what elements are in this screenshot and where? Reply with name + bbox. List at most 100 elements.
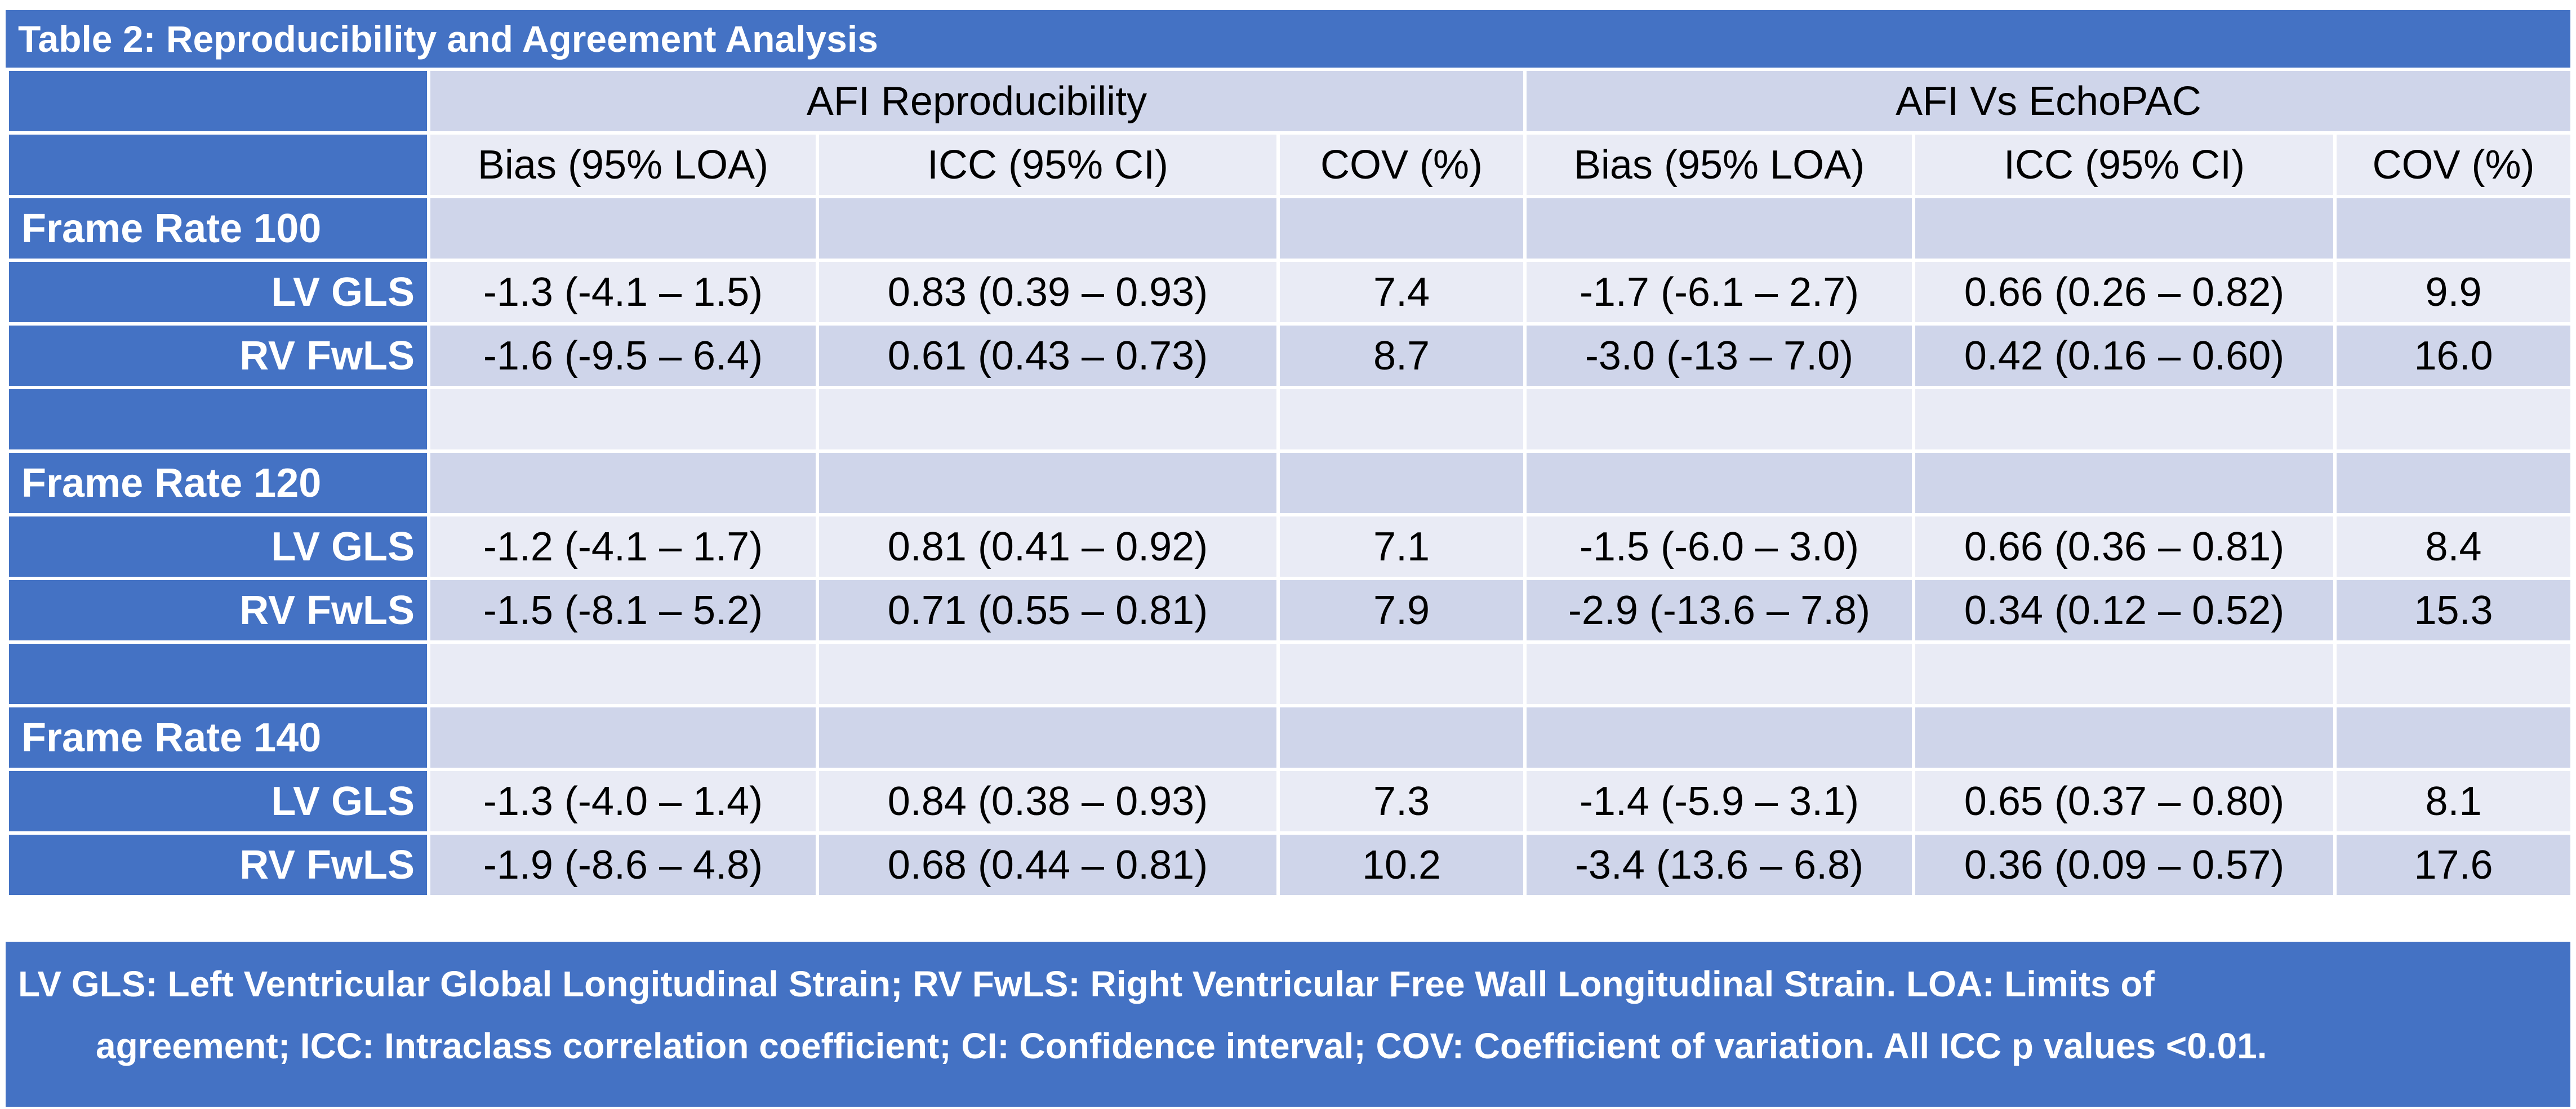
table-cell: 16.0: [2333, 322, 2574, 389]
table-cell: 0.34 (0.12 – 0.52): [1912, 577, 2337, 644]
empty-cell: [2333, 704, 2574, 771]
empty-cell: [2333, 386, 2574, 453]
group-header-row: AFI Reproducibility AFI Vs EchoPAC: [6, 68, 2574, 135]
table-cell: 10.2: [1276, 831, 1527, 898]
table-row: RV FwLS -1.9 (-8.6 – 4.8) 0.68 (0.44 – 0…: [6, 831, 2574, 898]
section-header-row: Frame Rate 140: [6, 704, 2574, 771]
table-cell: 8.7: [1276, 322, 1527, 389]
empty-cell: [1276, 640, 1527, 707]
empty-cell: [816, 704, 1280, 771]
empty-cell: [1276, 386, 1527, 453]
spacer-row: [6, 640, 2574, 707]
table-cell: -3.4 (13.6 – 6.8): [1523, 831, 1916, 898]
empty-cell: [427, 195, 819, 262]
column-header: Bias (95% LOA): [1523, 131, 1916, 198]
table-cell: -1.5 (-8.1 – 5.2): [427, 577, 819, 644]
table-row: LV GLS -1.3 (-4.1 – 1.5) 0.83 (0.39 – 0.…: [6, 259, 2574, 326]
table-row: LV GLS -1.3 (-4.0 – 1.4) 0.84 (0.38 – 0.…: [6, 768, 2574, 835]
footnote-line-1: LV GLS: Left Ventricular Global Longitud…: [18, 964, 2155, 1004]
table-cell: 0.68 (0.44 – 0.81): [816, 831, 1280, 898]
spacer-row: [6, 386, 2574, 453]
empty-cell: [1912, 195, 2337, 262]
empty-cell: [1912, 449, 2337, 516]
table-cell: 0.81 (0.41 – 0.92): [816, 513, 1280, 580]
table-cell: 8.4: [2333, 513, 2574, 580]
section-header-row: Frame Rate 120: [6, 449, 2574, 516]
empty-cell: [1912, 640, 2337, 707]
empty-cell: [1276, 704, 1527, 771]
table-cell: -1.3 (-4.1 – 1.5): [427, 259, 819, 326]
empty-cell: [427, 640, 819, 707]
table-cell: 0.42 (0.16 – 0.60): [1912, 322, 2337, 389]
results-table: AFI Reproducibility AFI Vs EchoPAC Bias …: [6, 68, 2574, 898]
table-footnote: LV GLS: Left Ventricular Global Longitud…: [6, 942, 2570, 1107]
table-cell: -1.2 (-4.1 – 1.7): [427, 513, 819, 580]
table-cell: 9.9: [2333, 259, 2574, 326]
column-header-row: Bias (95% LOA) ICC (95% CI) COV (%) Bias…: [6, 131, 2574, 198]
empty-cell: [1276, 449, 1527, 516]
table-cell: -1.7 (-6.1 – 2.7): [1523, 259, 1916, 326]
table-cell: 0.66 (0.36 – 0.81): [1912, 513, 2337, 580]
empty-cell: [1523, 640, 1916, 707]
empty-cell: [427, 449, 819, 516]
table-cell: 0.65 (0.37 – 0.80): [1912, 768, 2337, 835]
column-header: COV (%): [2333, 131, 2574, 198]
table-cell: 0.71 (0.55 – 0.81): [816, 577, 1280, 644]
column-header: Bias (95% LOA): [427, 131, 819, 198]
table-title: Table 2: Reproducibility and Agreement A…: [6, 10, 2570, 68]
empty-cell: [1523, 386, 1916, 453]
empty-cell: [1276, 195, 1527, 262]
empty-cell: [2333, 449, 2574, 516]
empty-cell: [816, 449, 1280, 516]
table-cell: 7.3: [1276, 768, 1527, 835]
empty-cell: [1523, 195, 1916, 262]
table-row: LV GLS -1.2 (-4.1 – 1.7) 0.81 (0.41 – 0.…: [6, 513, 2574, 580]
column-header: COV (%): [1276, 131, 1527, 198]
table-cell: 7.1: [1276, 513, 1527, 580]
empty-cell: [427, 704, 819, 771]
row-label: LV GLS: [6, 768, 430, 835]
table-cell: 0.66 (0.26 – 0.82): [1912, 259, 2337, 326]
row-label: LV GLS: [6, 259, 430, 326]
row-label: RV FwLS: [6, 577, 430, 644]
table-cell: 8.1: [2333, 768, 2574, 835]
table-cell: -1.9 (-8.6 – 4.8): [427, 831, 819, 898]
corner-cell: [6, 131, 430, 198]
table-cell: -3.0 (-13 – 7.0): [1523, 322, 1916, 389]
row-label: RV FwLS: [6, 831, 430, 898]
section-label: Frame Rate 120: [6, 449, 430, 516]
table-row: RV FwLS -1.5 (-8.1 – 5.2) 0.71 (0.55 – 0…: [6, 577, 2574, 644]
empty-cell: [6, 640, 430, 707]
table-cell: 15.3: [2333, 577, 2574, 644]
table-cell: -1.4 (-5.9 – 3.1): [1523, 768, 1916, 835]
section-label: Frame Rate 140: [6, 704, 430, 771]
table-cell: 0.83 (0.39 – 0.93): [816, 259, 1280, 326]
footnote-line-2: agreement; ICC: Intraclass correlation c…: [96, 1026, 2267, 1066]
row-label: RV FwLS: [6, 322, 430, 389]
empty-cell: [2333, 195, 2574, 262]
table-cell: 0.84 (0.38 – 0.93): [816, 768, 1280, 835]
empty-cell: [1912, 386, 2337, 453]
column-header: ICC (95% CI): [816, 131, 1280, 198]
empty-cell: [1523, 449, 1916, 516]
column-header: ICC (95% CI): [1912, 131, 2337, 198]
table-cell: 17.6: [2333, 831, 2574, 898]
table-cell: -2.9 (-13.6 – 7.8): [1523, 577, 1916, 644]
row-label: LV GLS: [6, 513, 430, 580]
empty-cell: [6, 386, 430, 453]
table-cell: -1.5 (-6.0 – 3.0): [1523, 513, 1916, 580]
table-cell: 0.61 (0.43 – 0.73): [816, 322, 1280, 389]
empty-cell: [1912, 704, 2337, 771]
table-cell: 7.9: [1276, 577, 1527, 644]
group-header-afi-reproducibility: AFI Reproducibility: [426, 68, 1527, 135]
empty-cell: [1523, 704, 1916, 771]
group-header-afi-vs-echopac: AFI Vs EchoPAC: [1523, 68, 2574, 135]
table-cell: -1.6 (-9.5 – 6.4): [427, 322, 819, 389]
section-label: Frame Rate 100: [6, 195, 430, 262]
empty-cell: [816, 195, 1280, 262]
table-row: RV FwLS -1.6 (-9.5 – 6.4) 0.61 (0.43 – 0…: [6, 322, 2574, 389]
table-cell: -1.3 (-4.0 – 1.4): [427, 768, 819, 835]
empty-cell: [427, 386, 819, 453]
empty-cell: [2333, 640, 2574, 707]
